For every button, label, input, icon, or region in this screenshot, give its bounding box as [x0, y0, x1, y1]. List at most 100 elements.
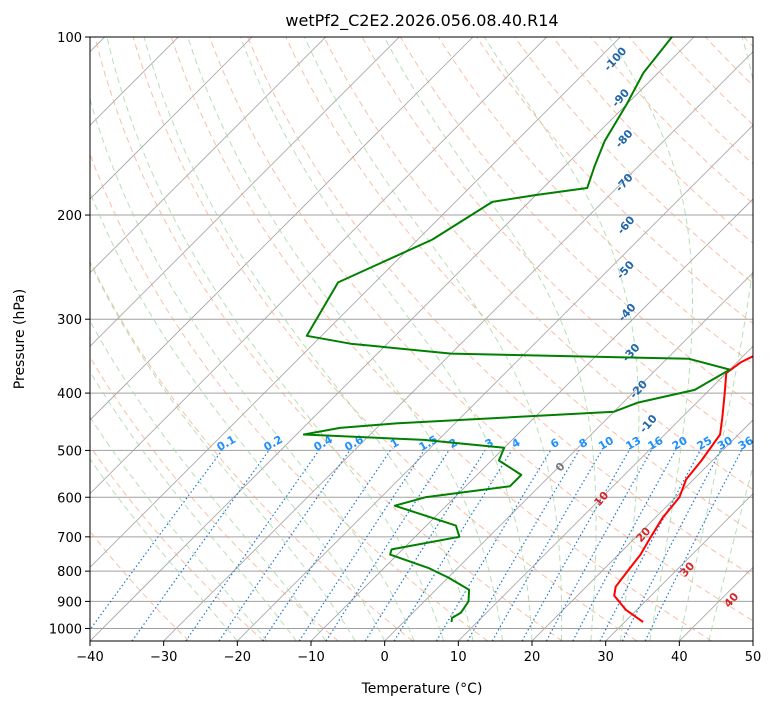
dry-adiabat — [90, 356, 339, 641]
mixing-ratio-label: 3 — [483, 436, 496, 451]
mixing-ratio-line — [298, 450, 425, 641]
x-tick-label: −10 — [297, 650, 324, 665]
dry-adiabat — [90, 152, 488, 641]
isotherm-10 — [458, 345, 753, 641]
moist-adiabats — [90, 37, 753, 641]
mixing-ratio-line — [599, 450, 701, 641]
dry-adiabat-label: -70 — [613, 171, 636, 195]
y-tick-label: 300 — [57, 313, 82, 328]
isotherm--20 — [237, 124, 753, 641]
moist-adiabat — [90, 370, 297, 641]
mixing-ratio-line — [466, 450, 580, 641]
x-axis-ticks: −40 −30 −20 −10 0 10 20 30 40 50 — [76, 641, 761, 665]
dry-adiabat-label: -30 — [620, 341, 643, 365]
dry-adiabat-label: -50 — [614, 258, 637, 282]
x-tick-label: 10 — [450, 650, 467, 665]
moist-adiabat — [90, 458, 238, 641]
mixing-ratio-line — [325, 450, 450, 641]
mixing-ratio-line — [364, 450, 486, 641]
moist-adiabat — [106, 37, 445, 641]
dry-adiabat — [514, 37, 753, 284]
y-tick-label: 900 — [57, 595, 82, 610]
moist-adiabat-label: 20 — [633, 525, 653, 545]
mixing-ratio-label: 36 — [736, 434, 756, 453]
moist-adiabat — [678, 37, 753, 641]
x-tick-label: 30 — [597, 650, 614, 665]
moist-adiabat — [383, 37, 597, 641]
moist-adiabat-label: 30 — [677, 559, 697, 579]
x-tick-label: 40 — [671, 650, 688, 665]
dry-adiabat — [705, 37, 753, 87]
dry-adiabat — [90, 445, 264, 641]
moist-adiabat-label: 0 — [553, 460, 568, 475]
dry-adiabat — [323, 37, 753, 491]
y-tick-label: 100 — [57, 31, 82, 46]
dry-adiabat — [476, 37, 753, 325]
moist-adiabat — [187, 37, 503, 641]
y-tick-label: 800 — [57, 565, 82, 580]
y-tick-label: 1000 — [49, 622, 82, 637]
mixing-ratio-line — [435, 450, 552, 641]
dewpoint-line — [302, 37, 731, 623]
mixing-ratio-line — [491, 450, 603, 641]
x-tick-label: 0 — [381, 650, 389, 665]
mixing-ratio-line — [393, 450, 513, 641]
x-tick-label: −30 — [150, 650, 177, 665]
isotherm--60 — [90, 37, 547, 495]
moist-adiabat — [143, 37, 474, 641]
mixing-ratio-line — [572, 450, 677, 641]
plot-frame — [89, 36, 754, 642]
dry-adiabat-label: -100 — [601, 44, 629, 73]
moist-adiabat — [483, 37, 640, 641]
profile-lines — [302, 37, 753, 623]
mixing-ratio-line — [545, 450, 652, 641]
dry-adiabat-label: -40 — [616, 301, 639, 325]
moist-adiabat — [304, 37, 563, 641]
moist-adiabat-label: 10 — [591, 489, 611, 509]
dry-adiabat — [132, 37, 638, 641]
mixing-ratio-line — [262, 450, 391, 641]
mixing-ratio-line — [521, 450, 630, 641]
dry-adiabat — [94, 37, 563, 641]
dry-adiabat — [209, 37, 753, 622]
y-axis-ticks: 1000 900 800 700 600 500 400 300 200 100 — [49, 31, 90, 637]
isotherm-0 — [384, 272, 753, 641]
dry-adiabat — [399, 37, 753, 407]
x-tick-label: −20 — [224, 650, 251, 665]
y-tick-label: 400 — [57, 387, 82, 402]
mixing-ratio-line — [218, 450, 351, 641]
moist-adiabat — [90, 319, 327, 641]
moist-adiabat — [708, 464, 753, 641]
x-tick-label: 20 — [524, 650, 541, 665]
moist-adiabat — [608, 37, 693, 641]
x-tick-label: −40 — [76, 650, 103, 665]
dry-adiabat — [170, 37, 712, 641]
isotherm-20 — [531, 419, 753, 641]
dry-adiabat — [437, 37, 753, 365]
plot-area: -100-90-80-70-60-50-40-30-20-100.1 0.2 0.4… — [90, 37, 756, 641]
y-tick-label: 700 — [57, 531, 82, 546]
isotherm--100 — [90, 37, 253, 200]
dry-adiabat — [247, 37, 753, 577]
dry-adiabat — [285, 37, 753, 534]
moist-adiabat — [90, 97, 415, 641]
dry-adiabats — [90, 37, 753, 641]
isotherm-40 — [679, 566, 753, 641]
y-tick-label: 500 — [57, 444, 82, 459]
dry-adiabat — [667, 37, 753, 126]
dry-adiabat — [90, 260, 414, 641]
x-tick-label: 50 — [745, 650, 762, 665]
dry-adiabat-label: -10 — [637, 412, 660, 436]
x-axis-label: Temperature (°C) — [361, 681, 483, 697]
mixing-ratio-lines — [90, 450, 743, 641]
moist-adiabat — [90, 261, 356, 641]
y-tick-label: 200 — [57, 209, 82, 224]
dry-adiabat-label: -80 — [613, 127, 636, 151]
dry-adiabat — [628, 37, 753, 165]
mixing-ratio-label: 6 — [548, 436, 561, 451]
mixing-ratio-label: 4 — [509, 436, 522, 451]
dry-adiabat — [90, 530, 190, 641]
dry-adiabat — [590, 37, 753, 205]
guide-labels: -100-90-80-70-60-50-40-30-20-100.1 0.2 0.4… — [215, 44, 756, 610]
